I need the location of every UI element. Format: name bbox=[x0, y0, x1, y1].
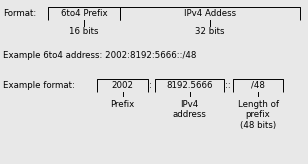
Text: 16 bits: 16 bits bbox=[69, 28, 99, 37]
Text: Example format:: Example format: bbox=[3, 82, 75, 91]
Text: ::: :: bbox=[225, 81, 231, 90]
Text: Example 6to4 address: 2002:8192:5666::/48: Example 6to4 address: 2002:8192:5666::/4… bbox=[3, 51, 197, 61]
Text: 32 bits: 32 bits bbox=[195, 28, 225, 37]
Text: Prefix: Prefix bbox=[110, 100, 135, 109]
Text: 8192.5666: 8192.5666 bbox=[166, 81, 213, 90]
Text: Length of
prefix
(48 bits): Length of prefix (48 bits) bbox=[237, 100, 278, 130]
Text: IPv4
address: IPv4 address bbox=[172, 100, 206, 119]
Text: Format:: Format: bbox=[3, 9, 36, 18]
Text: IPv4 Addess: IPv4 Addess bbox=[184, 9, 236, 18]
Text: 6to4 Prefix: 6to4 Prefix bbox=[61, 9, 107, 18]
Text: :: : bbox=[149, 81, 152, 90]
Text: /48: /48 bbox=[251, 81, 265, 90]
Text: 2002: 2002 bbox=[111, 81, 133, 90]
